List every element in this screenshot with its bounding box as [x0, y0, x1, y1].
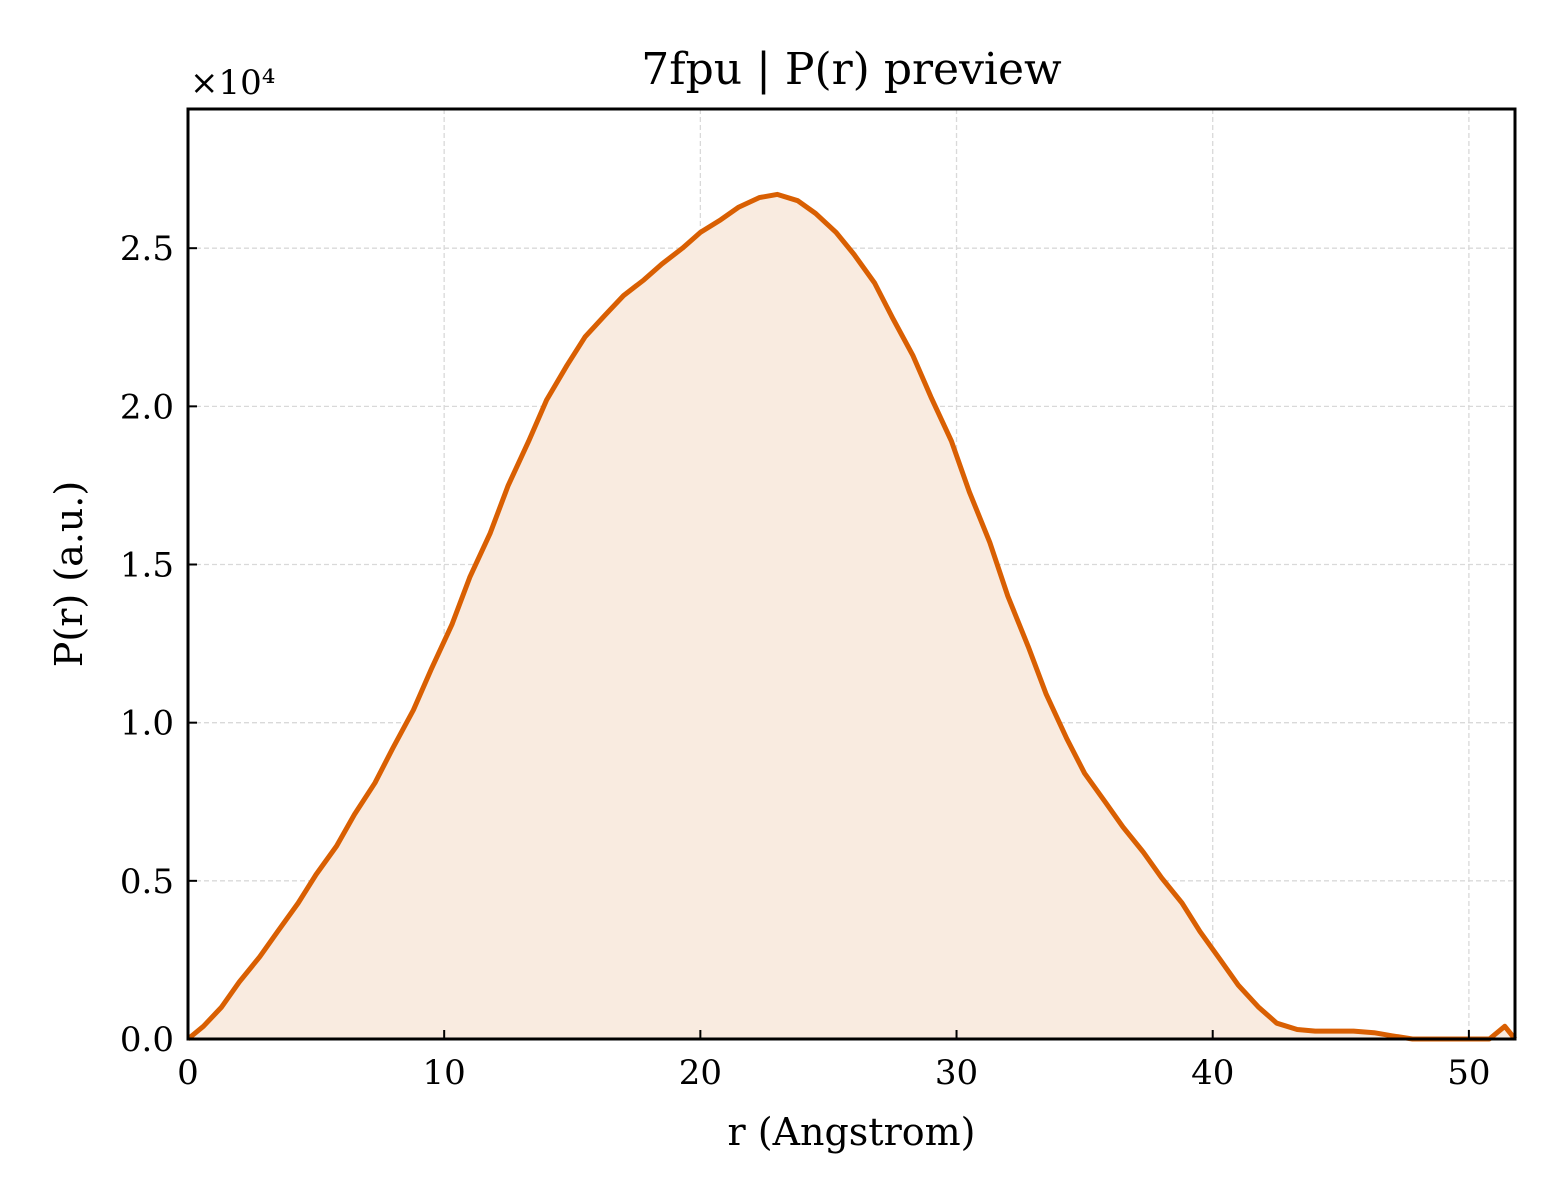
- y-tick-label: 1.5: [120, 546, 174, 586]
- y-tick-label: 0.0: [120, 1020, 174, 1060]
- y-tick-label: 2.5: [120, 229, 174, 269]
- y-offset-label: ×10⁴: [190, 63, 275, 103]
- plot-frame: [186, 107, 1517, 1041]
- y-axis-label: P(r) (a.u.): [47, 481, 91, 667]
- pr-area-fill: [188, 194, 1515, 1039]
- y-tick-label: 1.0: [120, 704, 174, 744]
- chart-title: 7fpu | P(r) preview: [641, 44, 1062, 95]
- tick-labels: 0 10 20 30 40 50 0.0 0.5 1.0 1.5 2.0 2.5: [120, 229, 1491, 1093]
- x-tick-label: 10: [423, 1053, 466, 1093]
- x-tick-label: 20: [679, 1053, 722, 1093]
- pr-series-line: [186, 191, 1517, 1042]
- y-tick-label: 0.5: [120, 862, 174, 902]
- x-tick-label: 30: [935, 1053, 978, 1093]
- x-axis-label: r (Angstrom): [728, 1110, 976, 1154]
- y-tick-label: 2.0: [120, 387, 174, 427]
- x-tick-label: 0: [177, 1053, 199, 1093]
- x-tick-label: 50: [1447, 1053, 1490, 1093]
- x-tick-label: 40: [1191, 1053, 1234, 1093]
